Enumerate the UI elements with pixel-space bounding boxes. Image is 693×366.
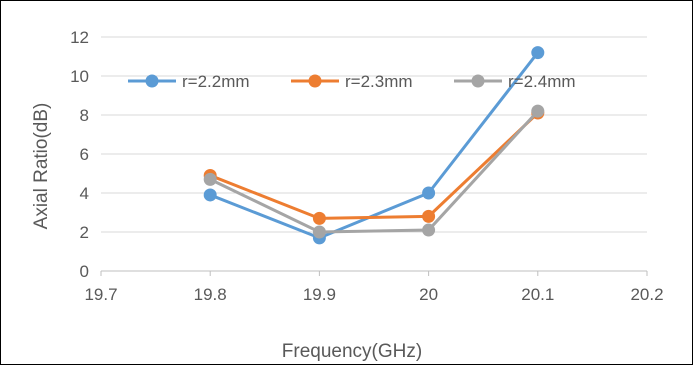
x-tick-label: 20.1 <box>521 285 554 304</box>
data-point-series-3 <box>203 172 217 186</box>
legend-marker-1 <box>145 74 159 88</box>
y-tick-label: 12 <box>70 28 89 47</box>
x-tick-label: 19.7 <box>84 285 117 304</box>
data-point-series-3 <box>312 225 326 239</box>
y-tick-label: 0 <box>80 262 89 281</box>
data-point-series-1 <box>203 188 217 202</box>
data-point-series-1 <box>422 186 436 200</box>
x-tick-label: 19.8 <box>194 285 227 304</box>
legend-marker-2 <box>308 74 322 88</box>
data-point-series-3 <box>531 104 545 118</box>
series-line-3 <box>209 110 539 234</box>
data-point-series-2 <box>312 211 326 225</box>
data-point-series-3 <box>422 223 436 237</box>
legend-label-2: r=2.3mm <box>345 72 413 91</box>
y-tick-label: 6 <box>80 145 89 164</box>
legend-label-3: r=2.4mm <box>508 72 576 91</box>
series-line-1 <box>209 51 539 240</box>
data-point-series-1 <box>531 46 545 60</box>
x-tick-label: 20 <box>419 285 438 304</box>
x-tick-label: 20.2 <box>630 285 663 304</box>
y-tick-label: 2 <box>80 223 89 242</box>
x-tick-label: 19.9 <box>303 285 336 304</box>
y-axis-title: Axial Ratio(dB) <box>31 103 52 230</box>
y-tick-label: 10 <box>70 67 89 86</box>
data-point-series-2 <box>422 209 436 223</box>
series-line-2 <box>209 111 539 220</box>
y-tick-label: 8 <box>80 106 89 125</box>
legend-label-1: r=2.2mm <box>182 72 250 91</box>
legend-marker-3 <box>471 74 485 88</box>
x-axis-title: Frequency(GHz) <box>282 341 422 362</box>
y-tick-label: 4 <box>80 184 89 203</box>
